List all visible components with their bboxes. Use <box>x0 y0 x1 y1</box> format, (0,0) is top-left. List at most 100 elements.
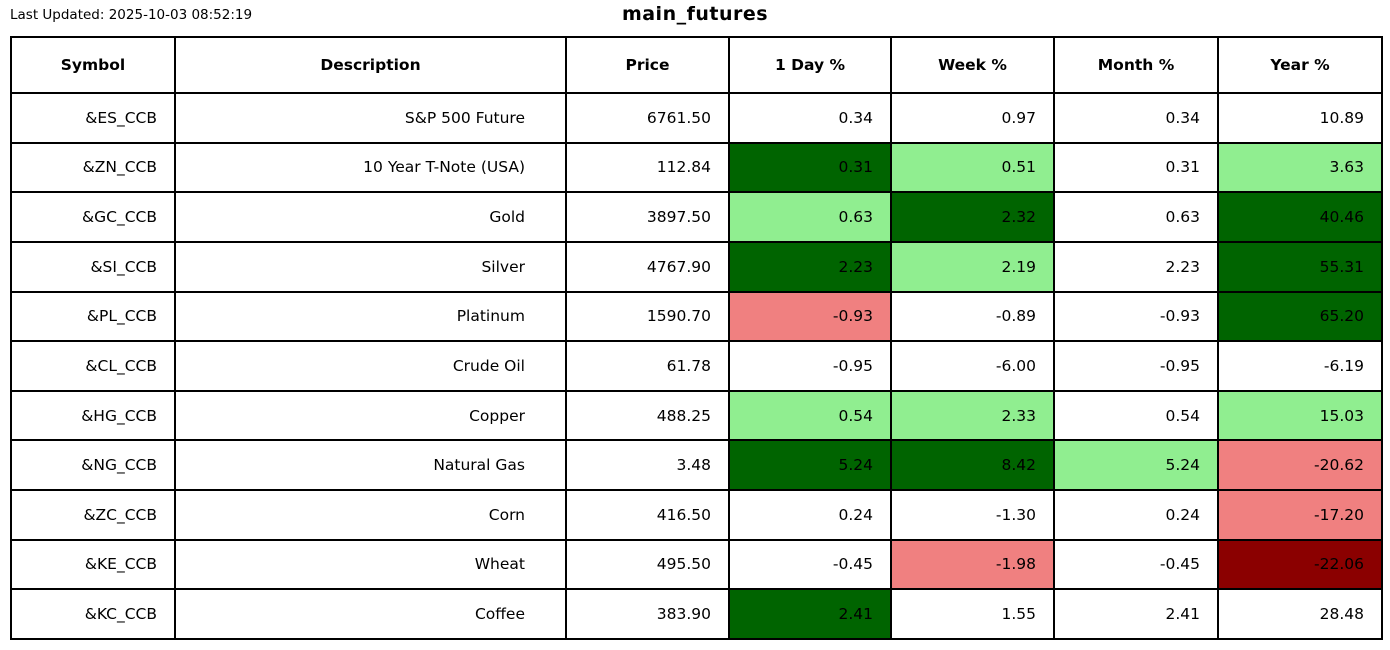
cell-year: 10.89 <box>1217 92 1383 144</box>
cell-month: 2.41 <box>1053 588 1219 640</box>
cell-description: Copper <box>174 389 567 442</box>
cell-description: 10 Year T-Note (USA) <box>174 141 567 194</box>
cell-day: 0.24 <box>728 489 892 541</box>
cell-year: -22.06 <box>1217 538 1383 591</box>
cell-week: 0.97 <box>890 92 1055 144</box>
cell-symbol: &KE_CCB <box>10 538 176 591</box>
cell-description: Platinum <box>174 290 567 343</box>
cell-year: -6.19 <box>1217 340 1383 392</box>
cell-year: 65.20 <box>1217 290 1383 343</box>
cell-month: -0.93 <box>1053 290 1219 343</box>
cell-description: Crude Oil <box>174 340 567 392</box>
cell-month: 0.63 <box>1053 191 1219 243</box>
table-row: &ZC_CCB Corn 416.50 0.24 -1.30 0.24 -17.20 <box>10 489 1383 541</box>
futures-table: Symbol Description Price 1 Day % Week % … <box>10 36 1383 640</box>
cell-year: 55.31 <box>1217 240 1383 293</box>
table-row: &CL_CCB Crude Oil 61.78 -0.95 -6.00 -0.95 -6.1… <box>10 340 1383 392</box>
cell-month: -0.45 <box>1053 538 1219 591</box>
cell-month: 5.24 <box>1053 439 1219 491</box>
table-row: &HG_CCB Copper 488.25 0.54 2.33 0.54 15.03 <box>10 389 1383 442</box>
cell-symbol: &KC_CCB <box>10 588 176 640</box>
cell-price: 416.50 <box>565 489 730 541</box>
table-row: &KC_CCB Coffee 383.90 2.41 1.55 2.41 28.48 <box>10 588 1383 640</box>
cell-day: -0.95 <box>728 340 892 392</box>
cell-week: 8.42 <box>890 439 1055 491</box>
cell-price: 3897.50 <box>565 191 730 243</box>
cell-description: Wheat <box>174 538 567 591</box>
cell-month: 0.34 <box>1053 92 1219 144</box>
cell-week: 2.33 <box>890 389 1055 442</box>
cell-day: 0.54 <box>728 389 892 442</box>
header-row: Symbol Description Price 1 Day % Week % … <box>10 36 1383 94</box>
cell-year: 15.03 <box>1217 389 1383 442</box>
cell-day: 2.41 <box>728 588 892 640</box>
column-header-month-pct: Month % <box>1053 36 1219 94</box>
cell-year: -20.62 <box>1217 439 1383 491</box>
cell-description: Corn <box>174 489 567 541</box>
cell-price: 61.78 <box>565 340 730 392</box>
column-header-description: Description <box>174 36 567 94</box>
cell-day: -0.45 <box>728 538 892 591</box>
column-header-1-day-pct: 1 Day % <box>728 36 892 94</box>
cell-day: 0.63 <box>728 191 892 243</box>
cell-symbol: &NG_CCB <box>10 439 176 491</box>
cell-month: 0.24 <box>1053 489 1219 541</box>
cell-price: 112.84 <box>565 141 730 194</box>
cell-month: -0.95 <box>1053 340 1219 392</box>
cell-month: 0.54 <box>1053 389 1219 442</box>
cell-price: 488.25 <box>565 389 730 442</box>
cell-week: -6.00 <box>890 340 1055 392</box>
cell-price: 6761.50 <box>565 92 730 144</box>
table-row: &KE_CCB Wheat 495.50 -0.45 -1.98 -0.45 -22.06 <box>10 538 1383 591</box>
cell-symbol: &ES_CCB <box>10 92 176 144</box>
column-header-week-pct: Week % <box>890 36 1055 94</box>
cell-symbol: &HG_CCB <box>10 389 176 442</box>
cell-week: -0.89 <box>890 290 1055 343</box>
cell-day: 2.23 <box>728 240 892 293</box>
cell-description: Coffee <box>174 588 567 640</box>
column-header-symbol: Symbol <box>10 36 176 94</box>
cell-description: S&P 500 Future <box>174 92 567 144</box>
cell-description: Natural Gas <box>174 439 567 491</box>
table-row: &NG_CCB Natural Gas 3.48 5.24 8.42 5.24 -20.62 <box>10 439 1383 491</box>
cell-week: 1.55 <box>890 588 1055 640</box>
cell-description: Gold <box>174 191 567 243</box>
cell-symbol: &SI_CCB <box>10 240 176 293</box>
cell-week: 2.32 <box>890 191 1055 243</box>
cell-price: 3.48 <box>565 439 730 491</box>
table-row: &ZN_CCB 10 Year T-Note (USA) 112.84 0.31 0.5… <box>10 141 1383 194</box>
table-row: &ES_CCB S&P 500 Future 6761.50 0.34 0.97 0.34… <box>10 92 1383 144</box>
cell-symbol: &GC_CCB <box>10 191 176 243</box>
cell-price: 495.50 <box>565 538 730 591</box>
table-row: &SI_CCB Silver 4767.90 2.23 2.19 2.23 55.31 <box>10 240 1383 293</box>
table-row: &GC_CCB Gold 3897.50 0.63 2.32 0.63 40.46 <box>10 191 1383 243</box>
cell-price: 1590.70 <box>565 290 730 343</box>
cell-week: -1.98 <box>890 538 1055 591</box>
cell-symbol: &ZN_CCB <box>10 141 176 194</box>
table-body: &ES_CCB S&P 500 Future 6761.50 0.34 0.97 0.34… <box>10 92 1383 640</box>
cell-year: 28.48 <box>1217 588 1383 640</box>
cell-price: 4767.90 <box>565 240 730 293</box>
column-header-year-pct: Year % <box>1217 36 1383 94</box>
cell-month: 0.31 <box>1053 141 1219 194</box>
page-title: main_futures <box>621 3 769 25</box>
cell-week: 0.51 <box>890 141 1055 194</box>
cell-symbol: &CL_CCB <box>10 340 176 392</box>
cell-description: Silver <box>174 240 567 293</box>
cell-day: 0.34 <box>728 92 892 144</box>
cell-year: 40.46 <box>1217 191 1383 243</box>
cell-month: 2.23 <box>1053 240 1219 293</box>
table-row: &PL_CCB Platinum 1590.70 -0.93 -0.89 -0.93 65.… <box>10 290 1383 343</box>
cell-day: 0.31 <box>728 141 892 194</box>
cell-year: 3.63 <box>1217 141 1383 194</box>
cell-week: 2.19 <box>890 240 1055 293</box>
last-updated-label: Last Updated: 2025-10-03 08:52:19 <box>10 7 253 23</box>
cell-year: -17.20 <box>1217 489 1383 541</box>
cell-symbol: &ZC_CCB <box>10 489 176 541</box>
table-header: Symbol Description Price 1 Day % Week % … <box>10 36 1383 94</box>
cell-day: 5.24 <box>728 439 892 491</box>
column-header-price: Price <box>565 36 730 94</box>
cell-price: 383.90 <box>565 588 730 640</box>
cell-week: -1.30 <box>890 489 1055 541</box>
